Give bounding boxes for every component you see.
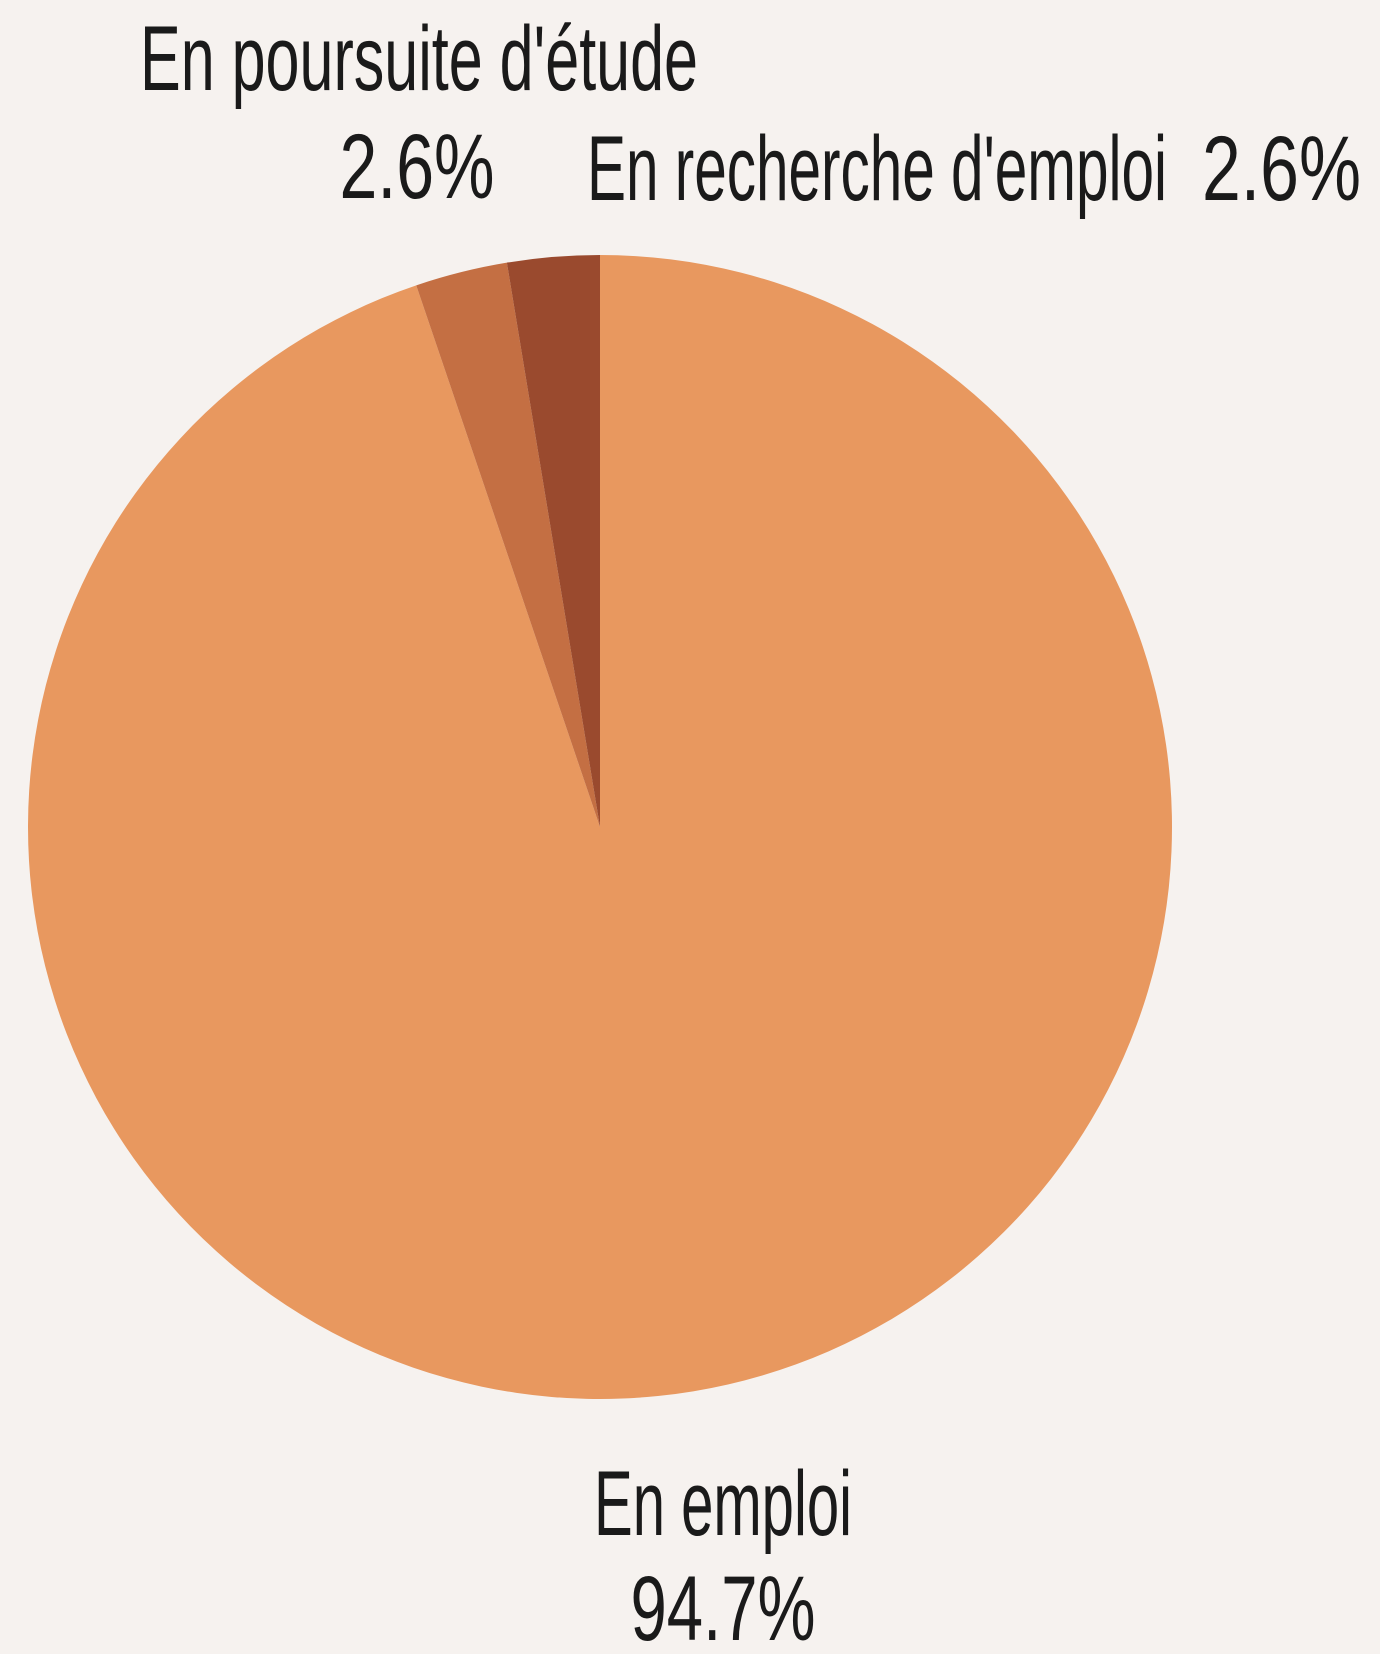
slice-label: En poursuite d'étude [140, 8, 698, 110]
slice-label: En emploi [594, 1453, 852, 1555]
pie-slice [506, 255, 600, 827]
pie-slice [416, 262, 600, 827]
slice-value-label: 2.6% [1202, 118, 1361, 220]
slice-value-label: 94.7% [631, 1558, 816, 1654]
slice-value-label: 2.6% [340, 116, 495, 218]
slice-label: En recherche d'emploi [587, 118, 1167, 220]
